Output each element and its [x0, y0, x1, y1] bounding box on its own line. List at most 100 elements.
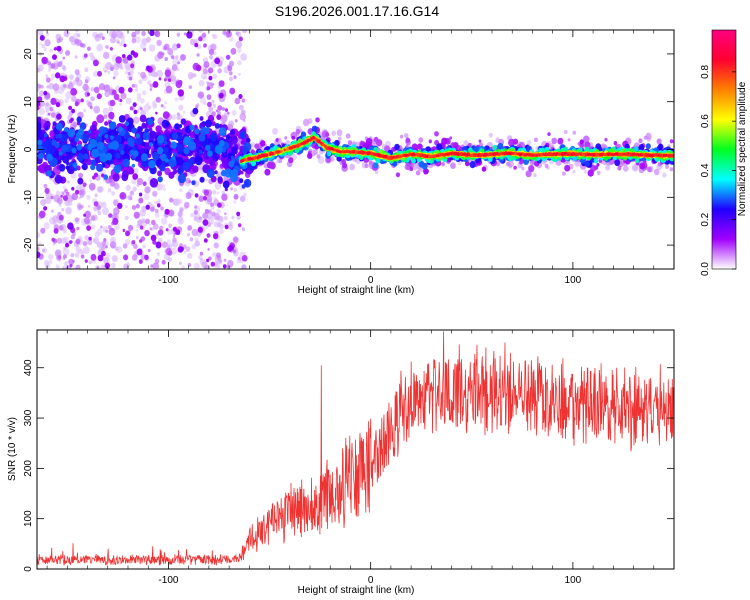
spectrogram-cell	[170, 75, 177, 82]
spectrogram-cell	[557, 137, 564, 145]
spectrogram-cell	[43, 90, 48, 96]
spectrogram-cell	[122, 158, 130, 168]
spectrogram-cell	[121, 173, 129, 182]
spectrogram-cell	[168, 171, 175, 179]
spectrogram-cell	[152, 262, 159, 269]
spectrogram-cell	[183, 147, 190, 155]
spectrogram-cell	[103, 84, 111, 92]
spectrogram-cell	[441, 137, 448, 145]
spectrogram-cell	[43, 47, 47, 52]
spectrogram-cell	[88, 129, 92, 134]
spectrogram-cell	[589, 153, 592, 157]
spectrogram-cell	[250, 149, 255, 155]
spectrogram-cell	[223, 216, 228, 221]
spectrogram-cell	[238, 36, 243, 42]
colorbar: 0.00.20.40.60.8 Normalized spectral ampl…	[700, 29, 748, 276]
spectrogram-cell	[61, 144, 68, 152]
spectrogram-cell	[178, 124, 183, 128]
spectrogram-cell	[187, 225, 193, 231]
spectrogram-cell	[38, 152, 45, 160]
spectrogram-cell	[241, 264, 247, 269]
spectrogram-cell	[375, 157, 381, 164]
spectrogram-cell	[189, 38, 196, 46]
spectrogram-cell	[103, 174, 109, 180]
spectrogram-cell	[302, 140, 307, 145]
spectrogram-cell	[442, 153, 446, 157]
spectrogram-cell	[91, 148, 100, 158]
spectrogram-cell	[81, 163, 88, 171]
spectrogram-cell	[62, 247, 70, 256]
spectrogram-cell	[208, 75, 213, 81]
spectrogram-cell	[417, 143, 423, 150]
spectrogram-cell	[199, 176, 205, 183]
spectrogram-cell	[212, 34, 218, 40]
spectrogram-cell	[207, 67, 214, 74]
spectrogram-cell	[596, 170, 601, 175]
spectrogram-cell	[38, 107, 45, 116]
spectrogram-cell	[79, 122, 87, 130]
spectrogram-cell	[90, 87, 95, 92]
spectrogram-cell	[646, 166, 652, 173]
spectrogram-cell	[90, 159, 97, 166]
spectrogram-cell	[83, 217, 91, 225]
spectrogram-cell	[123, 263, 129, 269]
spectrogram-cell	[428, 139, 432, 144]
spectrogram-cell	[52, 121, 57, 126]
spectrogram-cell	[211, 211, 216, 217]
spectrogram-cell	[175, 156, 184, 166]
spectrogram-cell	[347, 140, 353, 146]
spectrogram-cell	[149, 83, 154, 88]
spectrogram-cell	[99, 152, 108, 163]
spectrogram-cell	[46, 153, 53, 162]
spectrogram-cell	[326, 151, 332, 157]
spectrogram-cell	[38, 241, 42, 245]
spectrogram-cell	[51, 237, 55, 242]
spectrogram-cell	[239, 178, 244, 184]
spectrogram-cell	[495, 151, 499, 156]
spectrogram-x-ticks: -100 0 100	[46, 30, 675, 286]
spectrogram-cell	[364, 163, 369, 168]
spectrogram-cell	[389, 155, 394, 160]
spectrogram-cell	[117, 143, 125, 152]
spectrogram-cell	[194, 155, 203, 166]
spectrogram-cell	[175, 229, 181, 236]
spectrogram-cell	[37, 145, 43, 152]
spectrogram-cell	[483, 152, 487, 157]
spectrogram-cell	[409, 166, 414, 172]
spectrogram-cell	[208, 158, 216, 166]
spectrogram-cell	[71, 147, 77, 154]
spectrogram-cell	[132, 167, 139, 175]
spectrogram-cell	[499, 152, 502, 156]
spectrogram-cell	[343, 150, 347, 154]
spectrogram-cell	[47, 61, 52, 65]
spectrogram-cell	[132, 186, 137, 192]
spectrogram-cell	[214, 170, 218, 175]
spectrogram-cell	[108, 111, 115, 120]
spectrogram-cell	[614, 152, 618, 156]
spectrogram-cell	[119, 66, 124, 70]
spectrogram-cell	[109, 135, 115, 141]
spectrogram-cell	[96, 186, 103, 193]
spectrogram-cell	[62, 155, 70, 164]
spectrogram-cell	[105, 45, 109, 49]
spectrogram-cell	[138, 197, 144, 204]
spectrogram-cell	[218, 80, 225, 87]
spectrogram-cell	[107, 71, 111, 75]
spectrogram-cell	[392, 155, 395, 159]
spectrogram-cell	[115, 152, 121, 159]
spectrogram-cell	[508, 151, 512, 156]
spectrogram-cell	[76, 144, 83, 151]
spectrogram-cell	[71, 186, 75, 191]
spectrogram-cell	[645, 143, 651, 150]
spectrogram-cell	[61, 192, 65, 195]
spectrogram-cell	[512, 138, 519, 145]
spectrogram-cell	[124, 70, 128, 75]
spectrogram-cell	[64, 188, 68, 193]
spectrogram-cell	[171, 114, 177, 121]
spectrogram-cell	[206, 94, 212, 100]
spectrogram-cell	[39, 210, 46, 219]
spectrogram-cell	[232, 249, 237, 254]
spectrogram-cell	[84, 259, 88, 263]
spectrogram-cell	[538, 153, 541, 157]
spectrogram-cell	[218, 127, 227, 137]
